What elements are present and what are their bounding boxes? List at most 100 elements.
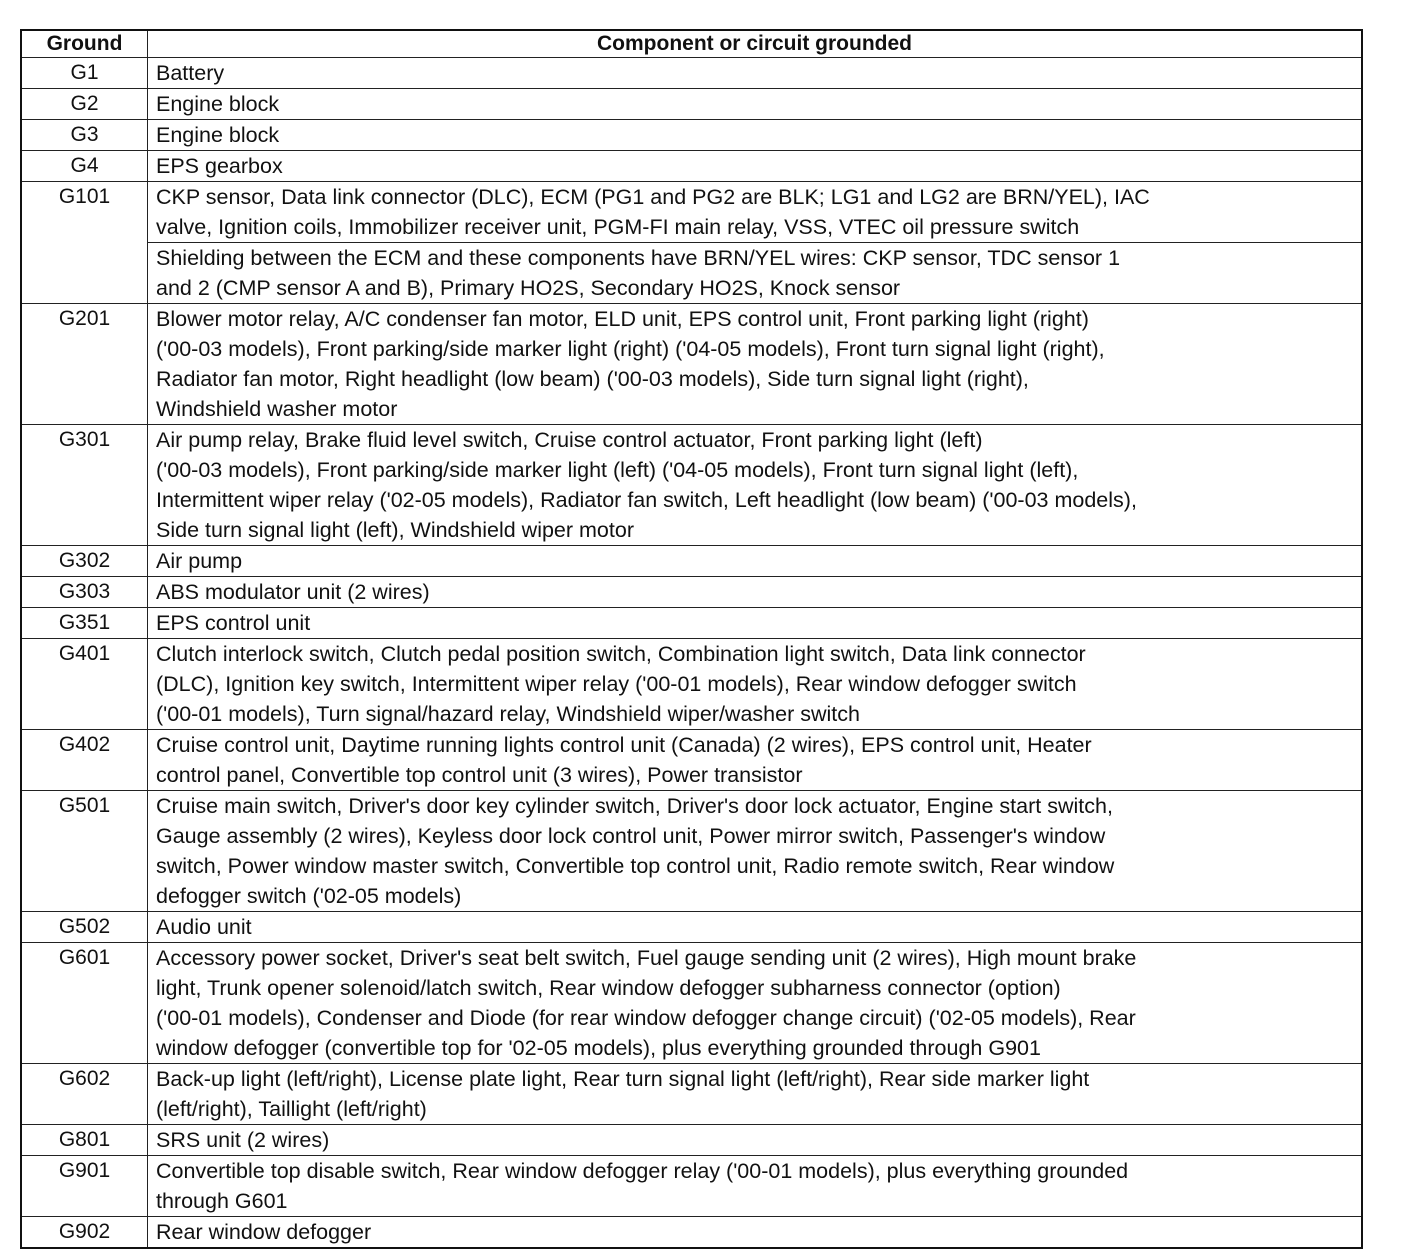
component-section: Air pump [148,546,1361,576]
component-line: Battery [156,61,225,85]
component-cell: EPS gearbox [147,150,1363,182]
component-cell: Convertible top disable switch, Rear win… [147,1155,1363,1217]
component-line: and 2 (CMP sensor A and B), Primary HO2S… [156,276,901,300]
table-row: G1 Battery [20,57,1363,89]
ground-cell: G4 [20,150,148,182]
ground-cell: G402 [20,729,148,791]
ground-cell: G101 [20,181,148,304]
table-row: G2 Engine block [20,88,1363,120]
component-cell: Battery [147,57,1363,89]
ground-cell: G201 [20,303,148,425]
table-row: G301 Air pump relay, Brake fluid level sw… [20,424,1363,546]
component-cell: Audio unit [147,911,1363,943]
component-section: Engine block [148,120,1361,150]
component-cell: Clutch interlock switch, Clutch pedal po… [147,638,1363,730]
component-line: Rear window defogger [156,1220,372,1244]
ground-cell: G501 [20,790,148,912]
component-cell: Engine block [147,88,1363,120]
component-cell: Engine block [147,119,1363,151]
ground-cell: G303 [20,576,148,608]
ground-cell: G902 [20,1216,148,1249]
table-row: G502 Audio unit [20,911,1363,943]
component-cell: Rear window defogger [147,1216,1363,1249]
header-ground: Ground [20,29,148,58]
component-line: EPS gearbox [156,154,283,178]
ground-cell: G3 [20,119,148,151]
component-line: control panel, Convertible top control u… [156,763,803,787]
ground-cell: G1 [20,57,148,89]
component-section: Accessory power socket, Driver's seat be… [148,943,1361,1063]
ground-cell: G601 [20,942,148,1064]
component-section: Back-up light (left/right), License plat… [148,1064,1361,1124]
component-cell: ABS modulator unit (2 wires) [147,576,1363,608]
ground-cell: G901 [20,1155,148,1217]
component-section: EPS gearbox [148,151,1361,181]
component-line: Air pump relay, Brake fluid level switch… [156,428,983,452]
table-row: G101 CKP sensor, Data link connector (DLC… [20,181,1363,304]
component-cell: Back-up light (left/right), License plat… [147,1063,1363,1125]
ground-cell: G351 [20,607,148,639]
component-section: Battery [148,58,1361,88]
component-line: Engine block [156,92,280,116]
component-line: Convertible top disable switch, Rear win… [156,1159,1129,1183]
component-line: Shielding between the ECM and these comp… [156,246,1121,270]
component-line: ('00-03 models), Front parking/side mark… [156,458,1079,482]
component-line: light, Trunk opener solenoid/latch switc… [156,976,1061,1000]
component-line: ('00-03 models), Front parking/side mark… [156,337,1105,361]
component-line: window defogger (convertible top for '02… [156,1036,1041,1060]
table-row: G401 Clutch interlock switch, Clutch peda… [20,638,1363,730]
component-section: ABS modulator unit (2 wires) [148,577,1361,607]
component-line: Cruise control unit, Daytime running lig… [156,733,1092,757]
ground-cell: G602 [20,1063,148,1125]
component-section: Cruise main switch, Driver's door key cy… [148,791,1361,911]
component-section: Cruise control unit, Daytime running lig… [148,730,1361,790]
component-section: Blower motor relay, A/C condenser fan mo… [148,304,1361,424]
component-line: Side turn signal light (left), Windshiel… [156,518,634,542]
component-line: Radiator fan motor, Right headlight (low… [156,367,1029,391]
component-cell: Cruise control unit, Daytime running lig… [147,729,1363,791]
component-section: Engine block [148,89,1361,119]
component-line: ABS modulator unit (2 wires) [156,580,430,604]
component-line: Cruise main switch, Driver's door key cy… [156,794,1113,818]
component-section: Shielding between the ECM and these comp… [148,242,1361,303]
table-row: G302 Air pump [20,545,1363,577]
component-cell: Blower motor relay, A/C condenser fan mo… [147,303,1363,425]
component-section: Air pump relay, Brake fluid level switch… [148,425,1361,545]
table-row: G601 Accessory power socket, Driver's sea… [20,942,1363,1064]
header-component: Component or circuit grounded [147,29,1363,58]
ground-cell: G302 [20,545,148,577]
component-line: Gauge assembly (2 wires), Keyless door l… [156,824,1106,848]
table-row: G902 Rear window defogger [20,1216,1363,1249]
component-line: Windshield washer motor [156,397,398,421]
component-cell: SRS unit (2 wires) [147,1124,1363,1156]
table-row: G602 Back-up light (left/right), License … [20,1063,1363,1125]
table-row: G901 Convertible top disable switch, Rear… [20,1155,1363,1217]
component-line: valve, Ignition coils, Immobilizer recei… [156,215,1080,239]
table-body: G1 Battery G2 Engine block G3 Engine block G4 E… [20,57,1363,1249]
header-row: Ground Component or circuit grounded [20,29,1363,58]
component-line: EPS control unit [156,611,311,635]
component-line: (left/right), Taillight (left/right) [156,1097,427,1121]
component-cell: EPS control unit [147,607,1363,639]
component-line: Intermittent wiper relay ('02-05 models)… [156,488,1137,512]
component-line: Back-up light (left/right), License plat… [156,1067,1090,1091]
ground-cell: G401 [20,638,148,730]
component-line: Accessory power socket, Driver's seat be… [156,946,1137,970]
component-section: Rear window defogger [148,1217,1361,1247]
component-line: through G601 [156,1189,288,1213]
component-line: Audio unit [156,915,252,939]
ground-cell: G801 [20,1124,148,1156]
table-row: G801 SRS unit (2 wires) [20,1124,1363,1156]
component-cell: Air pump [147,545,1363,577]
component-line: CKP sensor, Data link connector (DLC), E… [156,185,1150,209]
component-line: defogger switch ('02-05 models) [156,884,462,908]
component-line: Air pump [156,549,243,573]
component-section: Clutch interlock switch, Clutch pedal po… [148,639,1361,729]
component-section: Convertible top disable switch, Rear win… [148,1156,1361,1216]
ground-cell: G301 [20,424,148,546]
component-section: SRS unit (2 wires) [148,1125,1361,1155]
component-line: ('00-01 models), Condenser and Diode (fo… [156,1006,1136,1030]
component-line: switch, Power window master switch, Conv… [156,854,1115,878]
component-line: Blower motor relay, A/C condenser fan mo… [156,307,1089,331]
component-line: Engine block [156,123,280,147]
